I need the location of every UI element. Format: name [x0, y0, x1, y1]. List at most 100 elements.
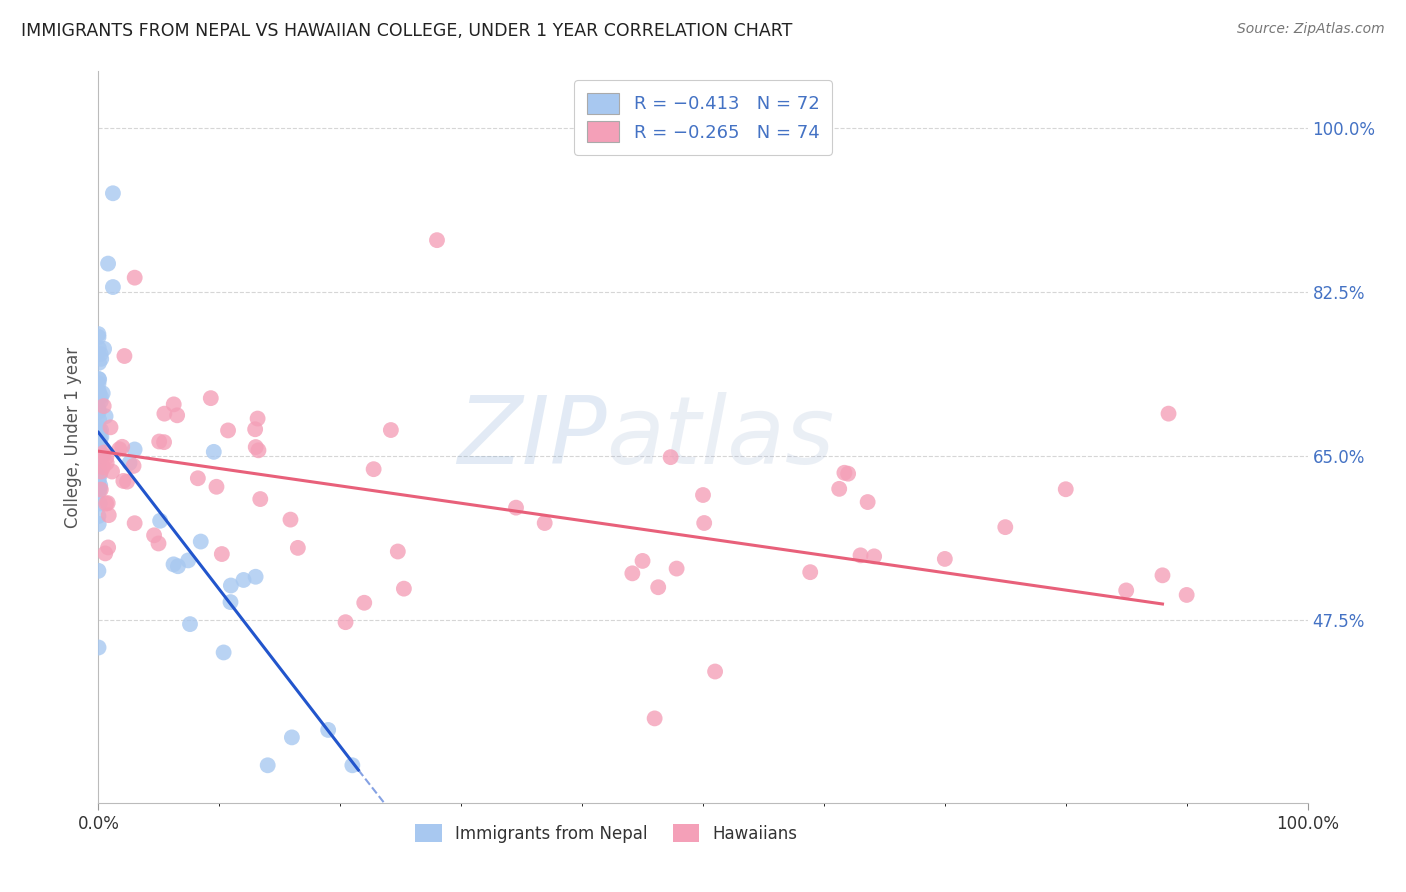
- Point: [87, 564, 110, 578]
- Point: [166, 409, 188, 423]
- Point: [96, 450, 118, 465]
- Point: [1157, 407, 1180, 421]
- Point: [647, 580, 669, 594]
- Point: [93, 399, 115, 413]
- Point: [94, 497, 117, 511]
- Point: [87, 372, 110, 386]
- Point: [187, 471, 209, 485]
- Point: [392, 582, 415, 596]
- Point: [828, 482, 851, 496]
- Point: [87, 516, 110, 531]
- Point: [837, 467, 859, 481]
- Point: [387, 544, 409, 558]
- Point: [87, 356, 110, 370]
- Point: [87, 446, 110, 460]
- Point: [1054, 482, 1077, 496]
- Point: [190, 534, 212, 549]
- Point: [97, 508, 120, 523]
- Point: [124, 270, 146, 285]
- Point: [834, 466, 856, 480]
- Point: [89, 446, 111, 460]
- Point: [87, 480, 110, 494]
- Point: [692, 488, 714, 502]
- Point: [97, 541, 120, 555]
- Point: [704, 665, 727, 679]
- Point: [108, 442, 131, 457]
- Point: [87, 389, 110, 403]
- Point: [363, 462, 385, 476]
- Point: [162, 558, 184, 572]
- Point: [149, 514, 172, 528]
- Point: [89, 478, 111, 492]
- Point: [89, 496, 111, 510]
- Point: [994, 520, 1017, 534]
- Point: [87, 422, 110, 436]
- Point: [90, 351, 112, 366]
- Point: [87, 327, 110, 342]
- Point: [124, 442, 146, 457]
- Point: [849, 549, 872, 563]
- Point: [90, 390, 112, 404]
- Point: [153, 435, 176, 450]
- Point: [256, 758, 278, 772]
- Point: [219, 595, 242, 609]
- Point: [87, 376, 110, 391]
- Point: [856, 495, 879, 509]
- Point: [91, 386, 114, 401]
- Point: [87, 431, 110, 445]
- Point: [863, 549, 886, 564]
- Point: [212, 645, 235, 659]
- Point: [87, 384, 110, 398]
- Y-axis label: College, Under 1 year: College, Under 1 year: [65, 346, 83, 528]
- Point: [89, 482, 111, 496]
- Point: [94, 409, 117, 424]
- Point: [90, 483, 112, 497]
- Point: [87, 509, 110, 524]
- Point: [232, 573, 254, 587]
- Point: [94, 546, 117, 560]
- Text: Source: ZipAtlas.com: Source: ZipAtlas.com: [1237, 22, 1385, 37]
- Point: [87, 330, 110, 344]
- Point: [89, 413, 111, 427]
- Point: [644, 711, 666, 725]
- Text: ZIP: ZIP: [457, 392, 606, 483]
- Point: [245, 440, 267, 454]
- Point: [89, 442, 111, 457]
- Point: [87, 475, 110, 490]
- Point: [280, 513, 302, 527]
- Point: [89, 425, 111, 439]
- Point: [87, 456, 110, 470]
- Point: [87, 437, 110, 451]
- Point: [93, 445, 115, 459]
- Point: [148, 536, 170, 550]
- Point: [163, 397, 186, 411]
- Point: [217, 424, 239, 438]
- Point: [87, 341, 110, 355]
- Point: [799, 565, 821, 579]
- Point: [87, 484, 110, 499]
- Point: [87, 640, 110, 655]
- Point: [96, 456, 118, 470]
- Point: [87, 454, 110, 468]
- Point: [87, 473, 110, 487]
- Point: [89, 372, 111, 386]
- Point: [101, 465, 124, 479]
- Point: [90, 465, 112, 479]
- Point: [179, 617, 201, 632]
- Point: [246, 411, 269, 425]
- Point: [143, 528, 166, 542]
- Point: [505, 500, 527, 515]
- Point: [621, 566, 644, 581]
- Point: [335, 615, 357, 630]
- Point: [342, 758, 364, 772]
- Point: [97, 496, 120, 510]
- Point: [87, 385, 110, 400]
- Point: [90, 450, 112, 464]
- Point: [934, 552, 956, 566]
- Text: IMMIGRANTS FROM NEPAL VS HAWAIIAN COLLEGE, UNDER 1 YEAR CORRELATION CHART: IMMIGRANTS FROM NEPAL VS HAWAIIAN COLLEG…: [21, 22, 793, 40]
- Point: [177, 553, 200, 567]
- Point: [122, 458, 145, 473]
- Legend: Immigrants from Nepal, Hawaiians: Immigrants from Nepal, Hawaiians: [408, 817, 804, 849]
- Point: [211, 547, 233, 561]
- Point: [426, 233, 449, 247]
